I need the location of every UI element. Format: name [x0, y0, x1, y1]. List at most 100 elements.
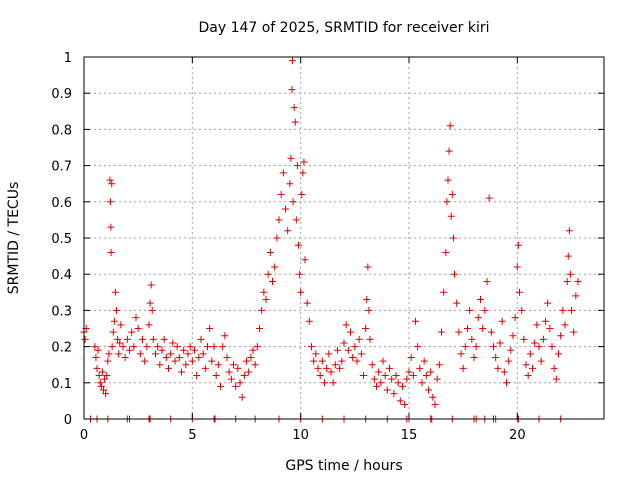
data-point — [188, 357, 196, 365]
data-point — [115, 350, 123, 358]
data-point — [243, 357, 250, 365]
data-point — [561, 321, 569, 329]
data-point — [230, 361, 237, 369]
data-point — [269, 277, 276, 285]
data-point — [531, 339, 539, 347]
data-point — [107, 223, 115, 231]
data-point — [555, 350, 562, 358]
data-point — [300, 158, 308, 166]
data-point — [316, 372, 324, 380]
data-point — [546, 325, 554, 332]
data-point — [464, 325, 471, 332]
data-point — [145, 321, 153, 329]
data-point — [379, 357, 387, 365]
data-point — [308, 343, 315, 351]
y-tick-label: 0.9 — [51, 87, 72, 102]
data-point — [405, 368, 413, 376]
data-point — [251, 361, 259, 369]
data-point — [271, 263, 279, 271]
data-point — [383, 386, 391, 394]
data-point — [210, 343, 218, 351]
data-point — [559, 306, 567, 314]
data-point — [121, 353, 129, 361]
data-point — [353, 357, 361, 365]
x-tick-label: 10 — [292, 428, 309, 443]
data-point — [487, 328, 495, 336]
data-point — [503, 379, 510, 387]
data-point — [171, 357, 179, 365]
data-point — [522, 361, 530, 369]
data-point — [288, 86, 296, 94]
data-point — [363, 296, 371, 304]
data-point — [570, 328, 578, 336]
y-tick-label: 1 — [64, 51, 72, 66]
data-point — [105, 350, 113, 358]
y-tick-label: 0 — [64, 413, 72, 428]
data-point — [108, 180, 116, 188]
data-point — [342, 321, 350, 329]
data-point — [474, 314, 482, 322]
data-point — [101, 375, 109, 383]
data-point — [370, 375, 378, 383]
data-point — [96, 379, 104, 387]
data-point — [544, 299, 552, 307]
data-point — [557, 332, 565, 340]
data-point — [340, 339, 348, 347]
data-point — [141, 357, 149, 365]
data-point — [275, 216, 283, 224]
data-point — [446, 122, 454, 130]
data-point — [490, 343, 497, 351]
data-point — [277, 191, 285, 199]
data-point — [289, 198, 297, 206]
data-point — [336, 364, 344, 372]
data-point — [106, 198, 114, 206]
data-point — [180, 346, 188, 354]
data-point — [548, 343, 556, 351]
data-point — [97, 382, 105, 390]
data-point — [442, 248, 450, 256]
data-point — [175, 353, 183, 361]
data-point — [529, 364, 536, 372]
data-point — [438, 328, 445, 336]
data-point — [92, 353, 100, 361]
data-point — [197, 335, 205, 343]
data-point — [201, 364, 209, 372]
data-point — [282, 205, 289, 213]
data-point — [407, 353, 415, 361]
data-point — [412, 317, 419, 325]
data-point — [98, 368, 106, 376]
data-point — [566, 270, 574, 278]
data-point — [360, 372, 367, 380]
data-point — [299, 169, 307, 177]
data-point — [461, 343, 469, 351]
y-tick-label: 0.8 — [51, 123, 72, 138]
data-point — [298, 191, 306, 199]
data-point — [422, 372, 430, 380]
data-point — [357, 350, 365, 358]
data-point — [344, 346, 352, 354]
data-point — [148, 306, 156, 314]
data-point — [312, 350, 320, 358]
y-tick-label: 0.6 — [51, 196, 72, 211]
data-point — [102, 390, 110, 398]
data-point — [368, 361, 376, 369]
data-point — [114, 335, 122, 343]
data-point — [110, 317, 118, 325]
data-point — [212, 372, 220, 380]
data-point — [327, 368, 335, 376]
data-point — [219, 343, 227, 351]
data-point — [104, 357, 112, 365]
data-point — [403, 375, 411, 383]
data-point — [449, 234, 457, 242]
data-point — [401, 401, 409, 409]
y-tick-label: 0.1 — [51, 377, 72, 392]
data-point — [455, 328, 463, 336]
data-point — [208, 357, 216, 365]
data-point — [355, 335, 363, 343]
data-point — [457, 350, 465, 358]
data-point — [481, 306, 489, 314]
data-point — [143, 343, 151, 351]
x-tick-label: 0 — [80, 428, 88, 443]
data-point — [323, 364, 331, 372]
